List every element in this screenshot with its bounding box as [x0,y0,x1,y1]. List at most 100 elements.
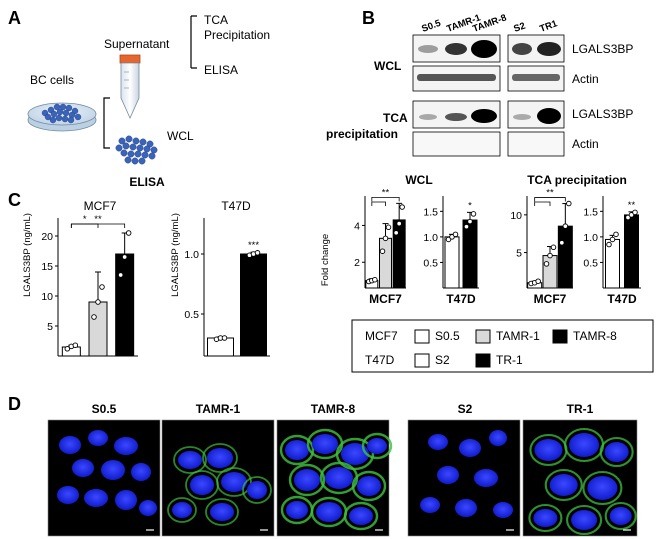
nucleus [57,486,79,504]
nucleus [420,497,440,513]
nucleus [455,499,477,517]
x-axis-group-label: T47D [607,292,637,306]
row-label-wcl: WCL [374,59,401,73]
nucleus [341,443,369,465]
data-point [121,254,128,260]
nucleus [84,489,108,507]
bar-TAMR-1 [542,255,558,289]
membrane-stain [343,501,379,531]
legend-tamr8: TAMR-8 [573,329,617,343]
data-point [117,272,124,278]
fold-change-ylabel: Fold change [320,234,331,286]
y-tick-label: 1.5 [423,206,438,218]
x-axis-group-label: T47D [446,292,476,306]
band [513,114,531,120]
panel-label-c: C [8,190,21,210]
micrograph [522,419,638,537]
band [471,109,497,123]
nucleus [285,440,309,460]
y-tick-label: 15 [41,261,53,273]
bar-TAMR-8 [557,225,573,289]
membrane-stain [528,503,563,533]
band [418,45,438,53]
data-point [125,230,132,236]
data-point [559,240,565,246]
band [537,42,561,56]
supernatant-bracket [190,15,197,69]
micrograph [47,419,161,537]
micrograph [276,419,393,537]
significance-stars: ** [546,188,554,199]
nucleus [114,437,138,455]
y-tick-label: 1.0 [423,232,438,244]
nucleus [172,502,192,518]
band [445,113,467,121]
data-point [550,244,557,251]
band [445,43,467,55]
elisa-title: ELISA [129,175,165,189]
membrane-stain [202,443,238,473]
wcl-t47d-bar-chart: 0.5 1.0 1.5 * T47D [423,196,479,306]
nucleus [131,463,151,481]
membrane-stain [604,501,637,531]
membrane-stain [544,468,583,502]
nucleus [312,434,338,454]
cells-bracket [103,97,110,149]
band [471,40,497,58]
data-point [379,248,386,254]
significance-stars: * [83,214,87,225]
band [417,74,496,81]
nucleus [549,474,578,496]
blot-tca-actin-t47d [507,131,565,157]
wcl-label: WCL [167,129,194,143]
data-point [64,346,71,352]
membrane-stain [566,504,603,536]
nucleus [489,430,507,446]
nucleus [115,490,137,510]
nucleus [101,460,125,480]
nucleus [534,439,563,461]
nucleus [210,503,234,521]
falcon-tube-icon [119,54,141,119]
legend-t47d: T47D [365,353,395,367]
y-tick-label: 4 [354,220,360,232]
nucleus [286,501,308,519]
membrane-stain [279,434,315,466]
y-tick-label: 5 [516,248,522,260]
micrograph [161,419,275,537]
y-tick-label: 10 [41,291,53,303]
panel-a-schematic: Supernatant TCA Precipitation ELISA BC c… [27,13,270,165]
significance-stars: *** [248,240,259,251]
blot-tca-actin-mcf7 [412,131,501,157]
data-point [467,218,473,225]
legend-swatch-tamr1 [475,329,491,344]
membrane-stain [361,432,393,460]
data-point [566,200,572,207]
elisa-label: ELISA [204,63,238,77]
panel-d-label-tamr1: TAMR-1 [196,402,241,416]
y-tick-label: 0.5 [583,257,598,269]
significance-stars: ** [382,187,390,198]
nucleus [294,469,320,491]
y-tick-label: 1.0 [184,249,199,261]
membrane-stain [173,446,207,474]
t47d-elisa-title: T47D [221,199,251,213]
panel-label-d: D [8,394,21,414]
data-point [221,335,228,341]
y-tick-label: 1.0 [583,232,598,244]
membrane-stain [582,470,623,506]
nucleus [367,438,387,454]
membrane-stain [599,436,634,468]
y-tick-label: 2 [354,257,360,269]
data-point [470,211,477,217]
legend-swatch-tr1 [475,353,491,368]
nucleus [72,459,94,477]
legend-s05: S0.5 [435,329,460,343]
nucleus [207,448,233,468]
nucleus [604,442,629,462]
data-point [95,299,101,305]
data-point [547,252,553,259]
lane-label-s2: S2 [512,21,527,35]
supernatant-label: Supernatant [104,37,170,51]
nucleus [571,510,598,530]
